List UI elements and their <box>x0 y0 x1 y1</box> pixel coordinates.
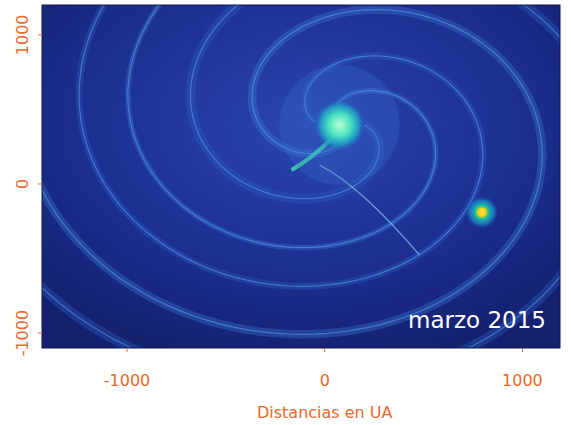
y-tick-label: 1000 <box>13 14 32 55</box>
swirl-edge <box>79 5 560 348</box>
y-tick <box>38 183 42 184</box>
swirl <box>79 5 560 348</box>
x-tick-label: 0 <box>320 371 330 390</box>
annotation: marzo 2015 <box>408 307 546 333</box>
frame <box>42 5 560 348</box>
plot-area <box>42 5 560 348</box>
swirls <box>42 5 560 348</box>
star <box>466 196 498 228</box>
x-axis-title: Distancias en UA <box>257 403 393 422</box>
y-tick <box>38 34 42 35</box>
x-tick <box>324 348 325 352</box>
y-tick-label: -1000 <box>13 310 32 357</box>
x-tick-label: -1000 <box>104 371 151 390</box>
x-tick <box>522 348 523 352</box>
star <box>314 99 366 151</box>
y-tick-label: 0 <box>13 179 32 189</box>
y-tick <box>38 333 42 334</box>
x-tick <box>127 348 128 352</box>
chart: -1000 0 1000 -1000 0 1000 Distancias en UA marz… <box>0 0 571 425</box>
swirl <box>128 5 560 348</box>
glow <box>280 65 400 185</box>
x-tick-label: 1000 <box>502 371 543 390</box>
swirl-edge <box>128 5 560 348</box>
